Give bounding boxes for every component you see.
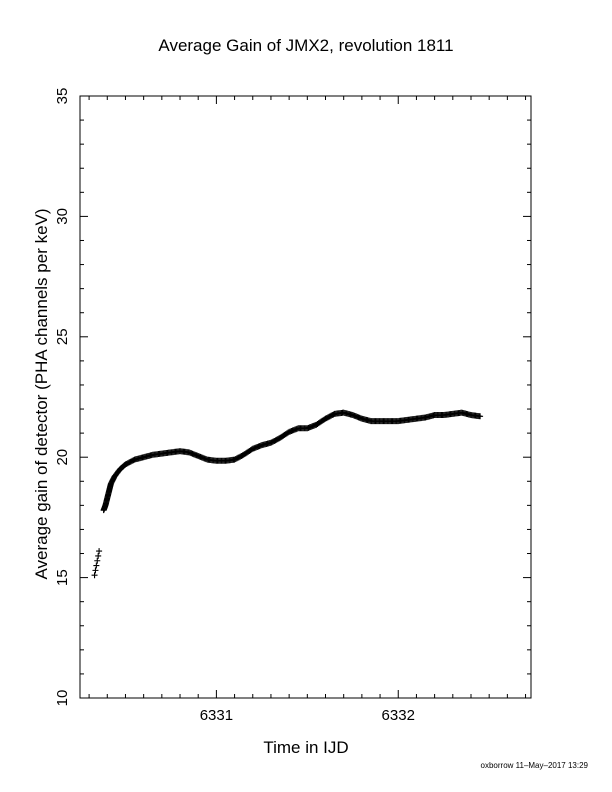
data-point bbox=[92, 567, 99, 574]
y-tick-label: 30 bbox=[54, 208, 71, 225]
data-point bbox=[91, 572, 98, 579]
data-point bbox=[96, 548, 103, 555]
x-axis-label: Time in IJD bbox=[263, 738, 349, 757]
plot-frame bbox=[79, 95, 532, 699]
data-points bbox=[91, 409, 484, 579]
axis-tick-labels: 10 15 20 25 30 35 6331 6332 bbox=[54, 88, 415, 724]
y-tick-label: 20 bbox=[54, 449, 71, 466]
y-tick-label: 35 bbox=[54, 88, 71, 105]
chart-title: Average Gain of JMX2, revolution 1811 bbox=[158, 36, 454, 55]
x-tick-label: 6332 bbox=[382, 707, 415, 724]
data-point bbox=[94, 557, 101, 564]
y-tick-label: 25 bbox=[54, 328, 71, 345]
data-point bbox=[93, 562, 100, 569]
axis-ticks bbox=[80, 95, 531, 699]
data-point bbox=[477, 413, 484, 420]
footer-credit: oxborrow 11–May–2017 13:29 bbox=[480, 761, 588, 770]
y-axis-label: Average gain of detector (PHA channels p… bbox=[32, 208, 51, 580]
y-tick-label: 15 bbox=[54, 569, 71, 586]
data-point bbox=[95, 552, 102, 559]
y-tick-label: 10 bbox=[54, 690, 71, 707]
x-tick-label: 6331 bbox=[200, 707, 233, 724]
